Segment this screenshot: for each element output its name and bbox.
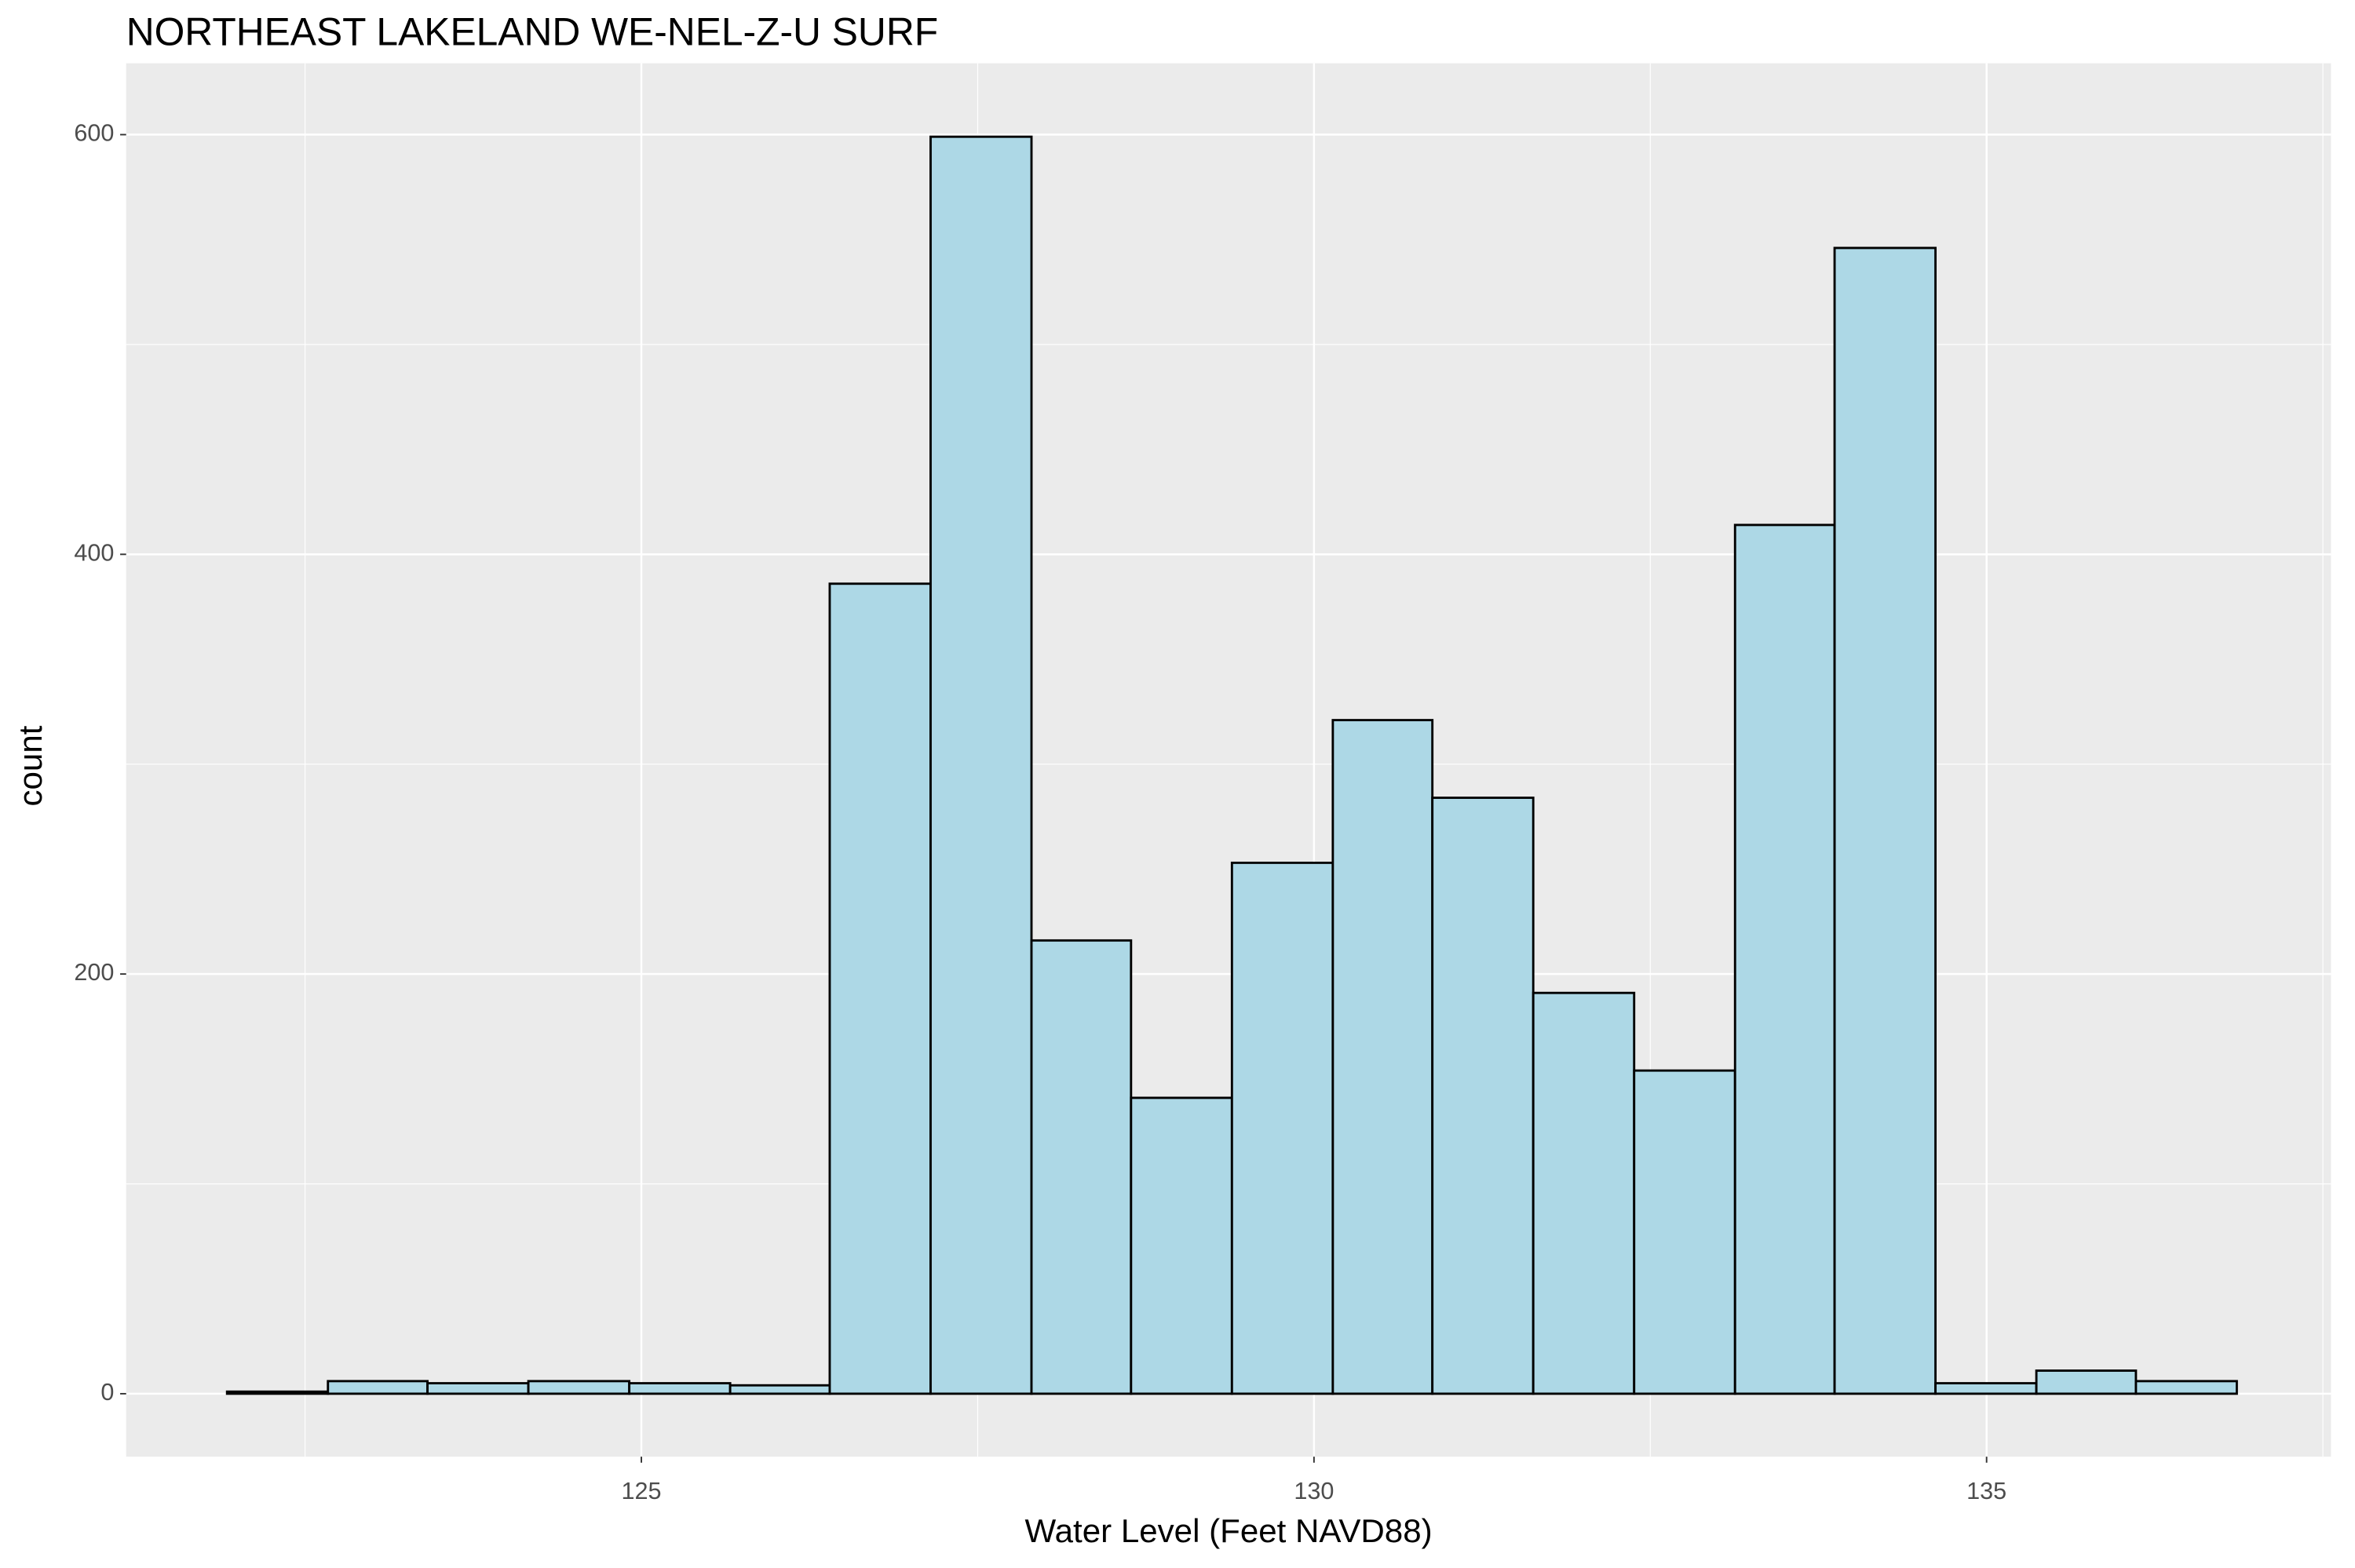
bar (1733, 523, 1836, 1395)
bar (1833, 246, 1937, 1395)
bar (527, 1380, 631, 1395)
bar (2035, 1369, 2138, 1395)
bar (929, 135, 1033, 1395)
x-tick-label: 125 (622, 1478, 662, 1504)
bar (2134, 1380, 2238, 1395)
bar (1230, 861, 1334, 1395)
x-tick-label: 135 (1966, 1478, 2006, 1504)
bar (1934, 1382, 2038, 1395)
x-tick-label: 130 (1294, 1478, 1334, 1504)
y-tick-label: 600 (74, 120, 114, 147)
bar (327, 1380, 429, 1395)
bar (1030, 939, 1133, 1395)
bar (1532, 991, 1636, 1395)
bar (1130, 1096, 1233, 1395)
bar (828, 582, 932, 1395)
y-axis-title: count (12, 725, 49, 806)
bar (1331, 719, 1434, 1395)
bar (1633, 1069, 1736, 1395)
bar (1431, 797, 1535, 1395)
y-tick-label: 200 (74, 959, 114, 986)
x-axis-title: Water Level (Feet NAVD88) (1024, 1512, 1432, 1549)
y-tick-label: 400 (74, 539, 114, 566)
y-tick-label: 0 (100, 1379, 114, 1406)
bar (628, 1382, 732, 1395)
bar (225, 1390, 330, 1395)
bar (728, 1384, 831, 1395)
bar (426, 1382, 530, 1395)
chart-title: NORTHEAST LAKELAND WE-NEL-Z-U SURF (126, 9, 938, 53)
